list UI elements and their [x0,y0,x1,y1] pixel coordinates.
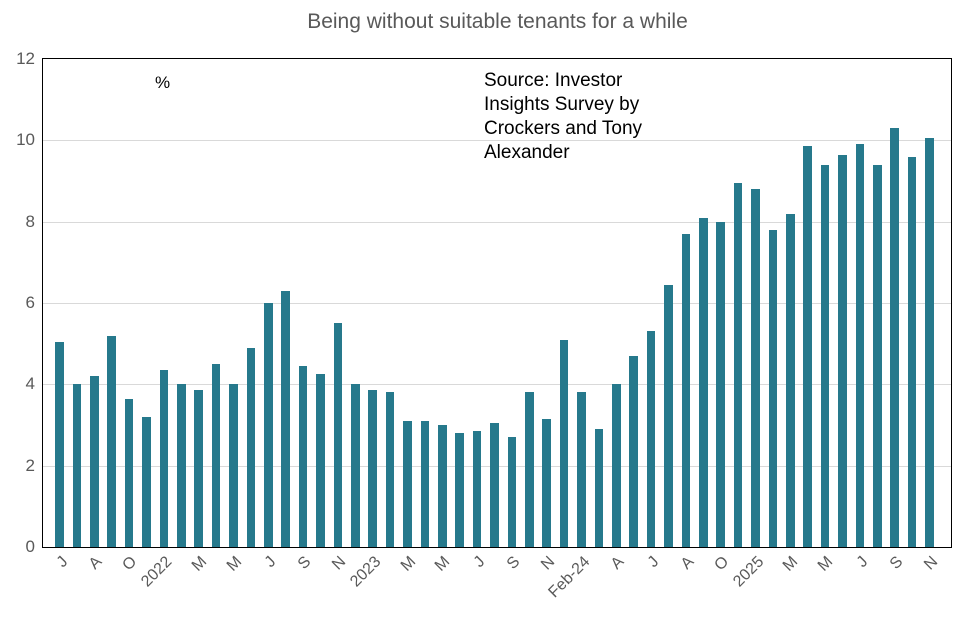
bar [838,154,847,547]
bar [159,370,169,547]
bar [907,156,917,547]
y-tick-label: 10 [16,130,35,150]
bar [612,384,621,547]
bar [55,341,64,547]
gridline [43,384,951,386]
y-tick-label: 2 [25,455,35,475]
bar [194,390,203,547]
bar [142,416,151,547]
source-note: Source: Investor Insights Survey by Croc… [484,69,642,165]
gridline [43,221,951,223]
bar [786,213,795,547]
chart-title: Being without suitable tenants for a whi… [307,10,688,33]
bar [542,418,551,547]
source-note-line: Crockers and Tony [484,118,643,139]
bar [316,374,325,547]
y-tick-label: 8 [25,211,35,231]
bar [873,164,882,547]
y-tick-label: 4 [25,374,35,394]
bar [403,420,412,547]
bar [455,433,464,547]
bar [803,146,812,547]
bar [525,392,534,547]
bar [177,384,186,547]
bar [351,384,360,547]
bar [211,364,221,547]
bar [246,347,256,547]
gridline [43,140,951,142]
bar [716,221,725,547]
bar [281,290,290,547]
y-axis-unit-label: % [155,73,171,92]
y-tick-label: 6 [25,293,35,312]
bar [751,189,760,547]
y-tick-label: 12 [16,49,35,68]
source-note-line: Insights Survey by [484,94,640,115]
plot-area: % Source: Investor Insights Survey by Cr… [16,49,952,601]
bar [264,303,273,547]
bar [72,384,82,547]
bar [594,429,604,547]
gridline [43,303,951,304]
bar [368,390,377,547]
bar [664,284,673,547]
bar [699,217,708,547]
bar [733,183,743,547]
bar [333,323,343,547]
bar [472,431,482,547]
bar [507,437,517,547]
bar [385,392,395,547]
bar [646,331,656,547]
bar [438,425,447,547]
bar [559,339,569,547]
bar [90,376,99,547]
bar [107,335,116,547]
bar [681,233,691,547]
bar [820,164,830,547]
y-tick-label: 0 [25,537,35,556]
bar [890,128,899,547]
bar [855,144,865,547]
bar [577,392,586,547]
bar [124,398,134,547]
bar [629,355,638,547]
bar [298,366,308,547]
source-note-line: Alexander [484,142,570,163]
bar [925,138,934,547]
bar [229,384,238,547]
bar [768,229,778,547]
bar [420,420,430,547]
source-note-line: Source: Investor [484,70,623,91]
bar [490,422,499,547]
